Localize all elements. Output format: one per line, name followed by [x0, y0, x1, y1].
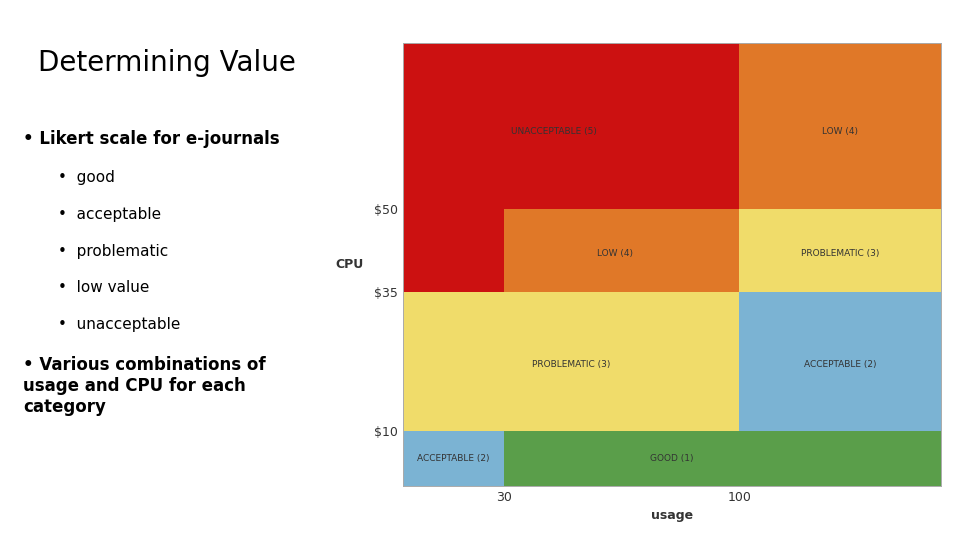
Text: LOW (4): LOW (4) — [597, 249, 633, 258]
Bar — [403, 209, 941, 292]
Text: •  unacceptable: • unacceptable — [58, 317, 180, 332]
Bar — [739, 292, 941, 431]
Text: • Likert scale for e-journals: • Likert scale for e-journals — [23, 130, 279, 147]
Text: LOW (4): LOW (4) — [822, 127, 858, 136]
Bar — [403, 292, 941, 431]
Text: PROBLEMATIC (3): PROBLEMATIC (3) — [532, 360, 611, 369]
Text: GOOD (1): GOOD (1) — [650, 454, 694, 463]
Text: PROBLEMATIC (3): PROBLEMATIC (3) — [801, 249, 879, 258]
Text: •  low value: • low value — [58, 280, 149, 295]
Text: ACCEPTABLE (2): ACCEPTABLE (2) — [418, 454, 490, 463]
X-axis label: usage: usage — [651, 509, 693, 522]
Text: UNACCEPTABLE (5): UNACCEPTABLE (5) — [512, 127, 597, 136]
Bar — [403, 43, 739, 209]
Text: •  good: • good — [58, 170, 114, 185]
Text: Determining Value: Determining Value — [38, 49, 297, 77]
Bar — [403, 209, 504, 292]
Text: • Various combinations of
usage and CPU for each
category: • Various combinations of usage and CPU … — [23, 356, 266, 416]
Text: ACCEPTABLE (2): ACCEPTABLE (2) — [804, 360, 876, 369]
Bar — [403, 431, 504, 486]
Text: •  problematic: • problematic — [58, 244, 168, 259]
Bar — [504, 209, 739, 292]
Text: •  acceptable: • acceptable — [58, 207, 160, 222]
Bar — [739, 43, 941, 209]
Y-axis label: CPU: CPU — [335, 258, 364, 271]
Bar — [403, 431, 941, 486]
